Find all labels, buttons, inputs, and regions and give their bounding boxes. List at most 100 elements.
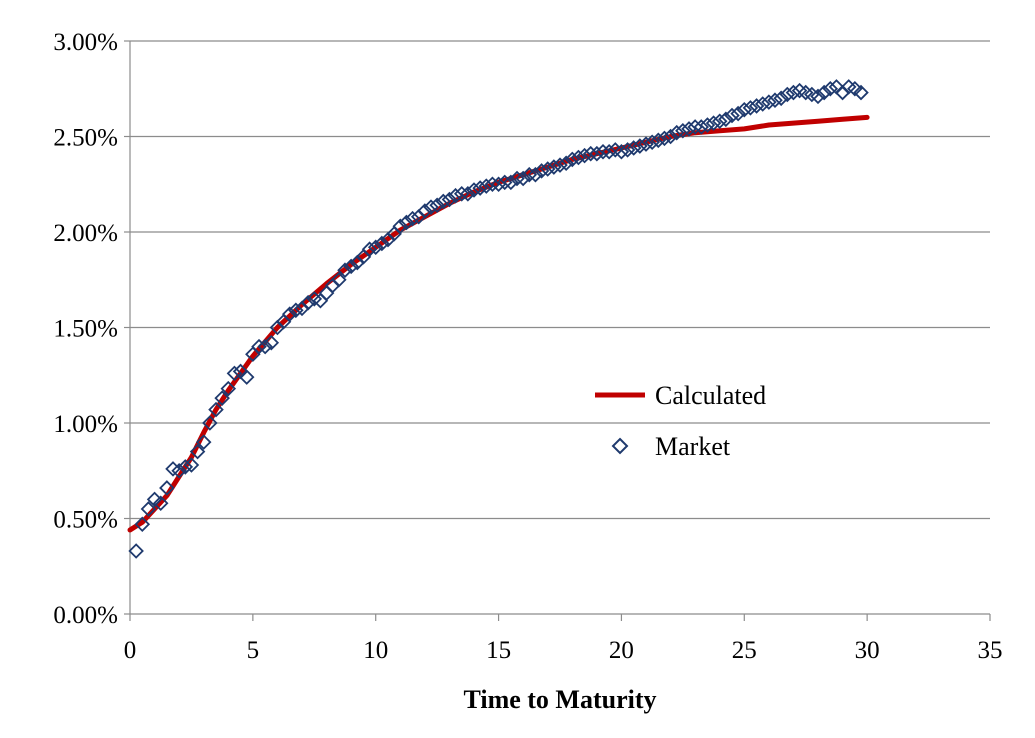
market-point [816, 84, 832, 101]
market-point [589, 145, 605, 162]
market-point [779, 86, 796, 103]
x-tick-label: 5 [247, 637, 260, 664]
market-point [730, 105, 746, 122]
market-point [625, 140, 642, 156]
market-point [404, 210, 421, 227]
market-point [847, 80, 863, 97]
market-point [810, 88, 826, 105]
market-point [662, 128, 679, 145]
market-point [656, 130, 673, 147]
legend-market-marker [611, 437, 629, 455]
market-point [183, 457, 200, 473]
market-point [804, 86, 820, 103]
market-point [558, 155, 574, 172]
x-axis-title: Time to Maturity [463, 685, 656, 714]
x-tick-label: 10 [363, 637, 388, 664]
market-point [791, 82, 808, 99]
market-point [853, 84, 869, 101]
x-tick-label: 25 [732, 637, 757, 664]
y-tick-labels: 0.00% 0.50% 1.00% 1.50% 2.00% 2.50% 3.00% [53, 29, 118, 629]
market-point [754, 96, 771, 112]
market-point [509, 170, 525, 187]
market-point [429, 197, 445, 214]
market-point [822, 80, 839, 97]
market-point [417, 203, 433, 219]
market-point [165, 461, 181, 477]
market-point [312, 292, 329, 309]
market-point [767, 92, 783, 108]
market-point [521, 166, 538, 183]
market-point [595, 144, 611, 160]
market-point [742, 100, 759, 116]
market-point [195, 434, 212, 450]
market-point [613, 144, 630, 160]
grid-lines [130, 40, 990, 520]
market-point [515, 170, 531, 187]
market-point [337, 262, 353, 278]
market-point [257, 338, 273, 355]
market-point [288, 302, 304, 319]
market-point [128, 543, 144, 559]
market-point [152, 495, 169, 511]
market-point [367, 239, 384, 256]
x-tick-label: 15 [486, 637, 511, 664]
market-point [134, 516, 151, 533]
market-point [441, 191, 458, 208]
series-market [128, 79, 869, 559]
market-point [263, 335, 280, 351]
market-point [453, 186, 470, 202]
legend: Calculated Market [595, 381, 766, 461]
market-point [392, 218, 409, 235]
market-point [146, 491, 163, 508]
market-point [214, 390, 230, 406]
market-point [220, 380, 237, 397]
market-point [374, 235, 390, 252]
market-point [644, 134, 660, 151]
market-point [490, 176, 507, 193]
market-point [331, 271, 347, 288]
market-point [226, 365, 243, 382]
market-point [638, 136, 654, 152]
market-point [496, 174, 513, 191]
market-point [171, 462, 187, 479]
market-point [675, 122, 691, 139]
x-tick-label: 30 [855, 637, 880, 664]
market-point [681, 121, 697, 137]
market-point [724, 107, 740, 124]
market-point [527, 166, 544, 183]
x-tick-label: 20 [609, 637, 634, 664]
market-point [601, 144, 617, 160]
y-tick-label: 0.00% [53, 602, 118, 629]
market-point [300, 294, 316, 311]
market-point [632, 138, 648, 154]
y-tick-label: 2.00% [53, 220, 118, 247]
market-point [711, 113, 728, 129]
x-tick-label: 0 [124, 637, 137, 664]
y-tick-label: 1.00% [53, 411, 118, 438]
y-tick-label: 0.50% [53, 507, 118, 534]
legend-market-label: Market [655, 432, 731, 461]
market-point [423, 199, 439, 215]
market-point [478, 178, 495, 194]
market-point [687, 119, 703, 135]
market-point [693, 119, 710, 135]
market-point [552, 157, 568, 173]
market-point [435, 193, 452, 210]
market-point [582, 145, 599, 162]
market-point [238, 369, 255, 385]
calculated-line [127, 114, 870, 533]
market-point [177, 459, 194, 475]
x-tick-labels: 0 5 10 15 20 25 30 35 [124, 637, 1003, 664]
market-point [503, 174, 519, 191]
market-point [281, 306, 298, 322]
y-tick-label: 2.50% [53, 125, 118, 152]
market-point [447, 187, 464, 204]
market-point [785, 84, 802, 101]
market-point [546, 159, 562, 175]
x-tick-label: 35 [978, 637, 1003, 664]
market-point [140, 501, 157, 517]
market-point [619, 142, 636, 158]
series-calculated [127, 114, 870, 533]
market-point [564, 151, 581, 168]
